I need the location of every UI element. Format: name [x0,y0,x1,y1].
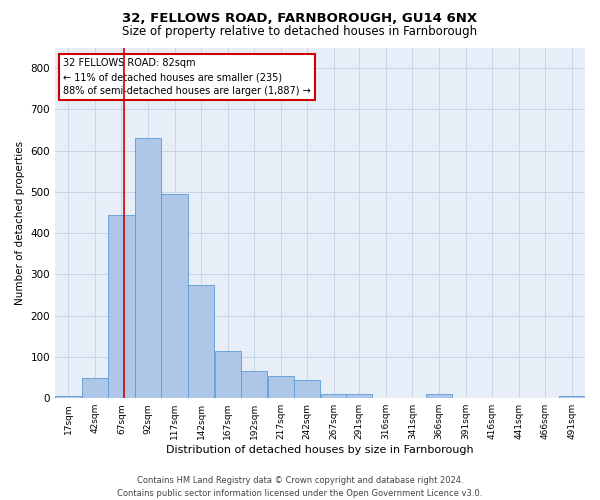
Text: Contains HM Land Registry data © Crown copyright and database right 2024.
Contai: Contains HM Land Registry data © Crown c… [118,476,482,498]
Bar [241,372,267,398]
Bar [215,351,241,398]
Bar [161,194,188,398]
Bar [135,138,161,398]
Bar [426,394,452,398]
X-axis label: Distribution of detached houses by size in Farnborough: Distribution of detached houses by size … [166,445,474,455]
Bar [55,396,82,398]
Bar [109,214,134,398]
Bar [321,394,347,398]
Bar [82,378,108,398]
Text: Size of property relative to detached houses in Farnborough: Size of property relative to detached ho… [122,25,478,38]
Bar [294,380,320,398]
Y-axis label: Number of detached properties: Number of detached properties [15,141,25,305]
Text: 32 FELLOWS ROAD: 82sqm
← 11% of detached houses are smaller (235)
88% of semi-de: 32 FELLOWS ROAD: 82sqm ← 11% of detached… [63,58,311,96]
Bar [346,394,373,398]
Bar [268,376,294,398]
Bar [188,284,214,398]
Bar [559,396,585,398]
Text: 32, FELLOWS ROAD, FARNBOROUGH, GU14 6NX: 32, FELLOWS ROAD, FARNBOROUGH, GU14 6NX [122,12,478,26]
